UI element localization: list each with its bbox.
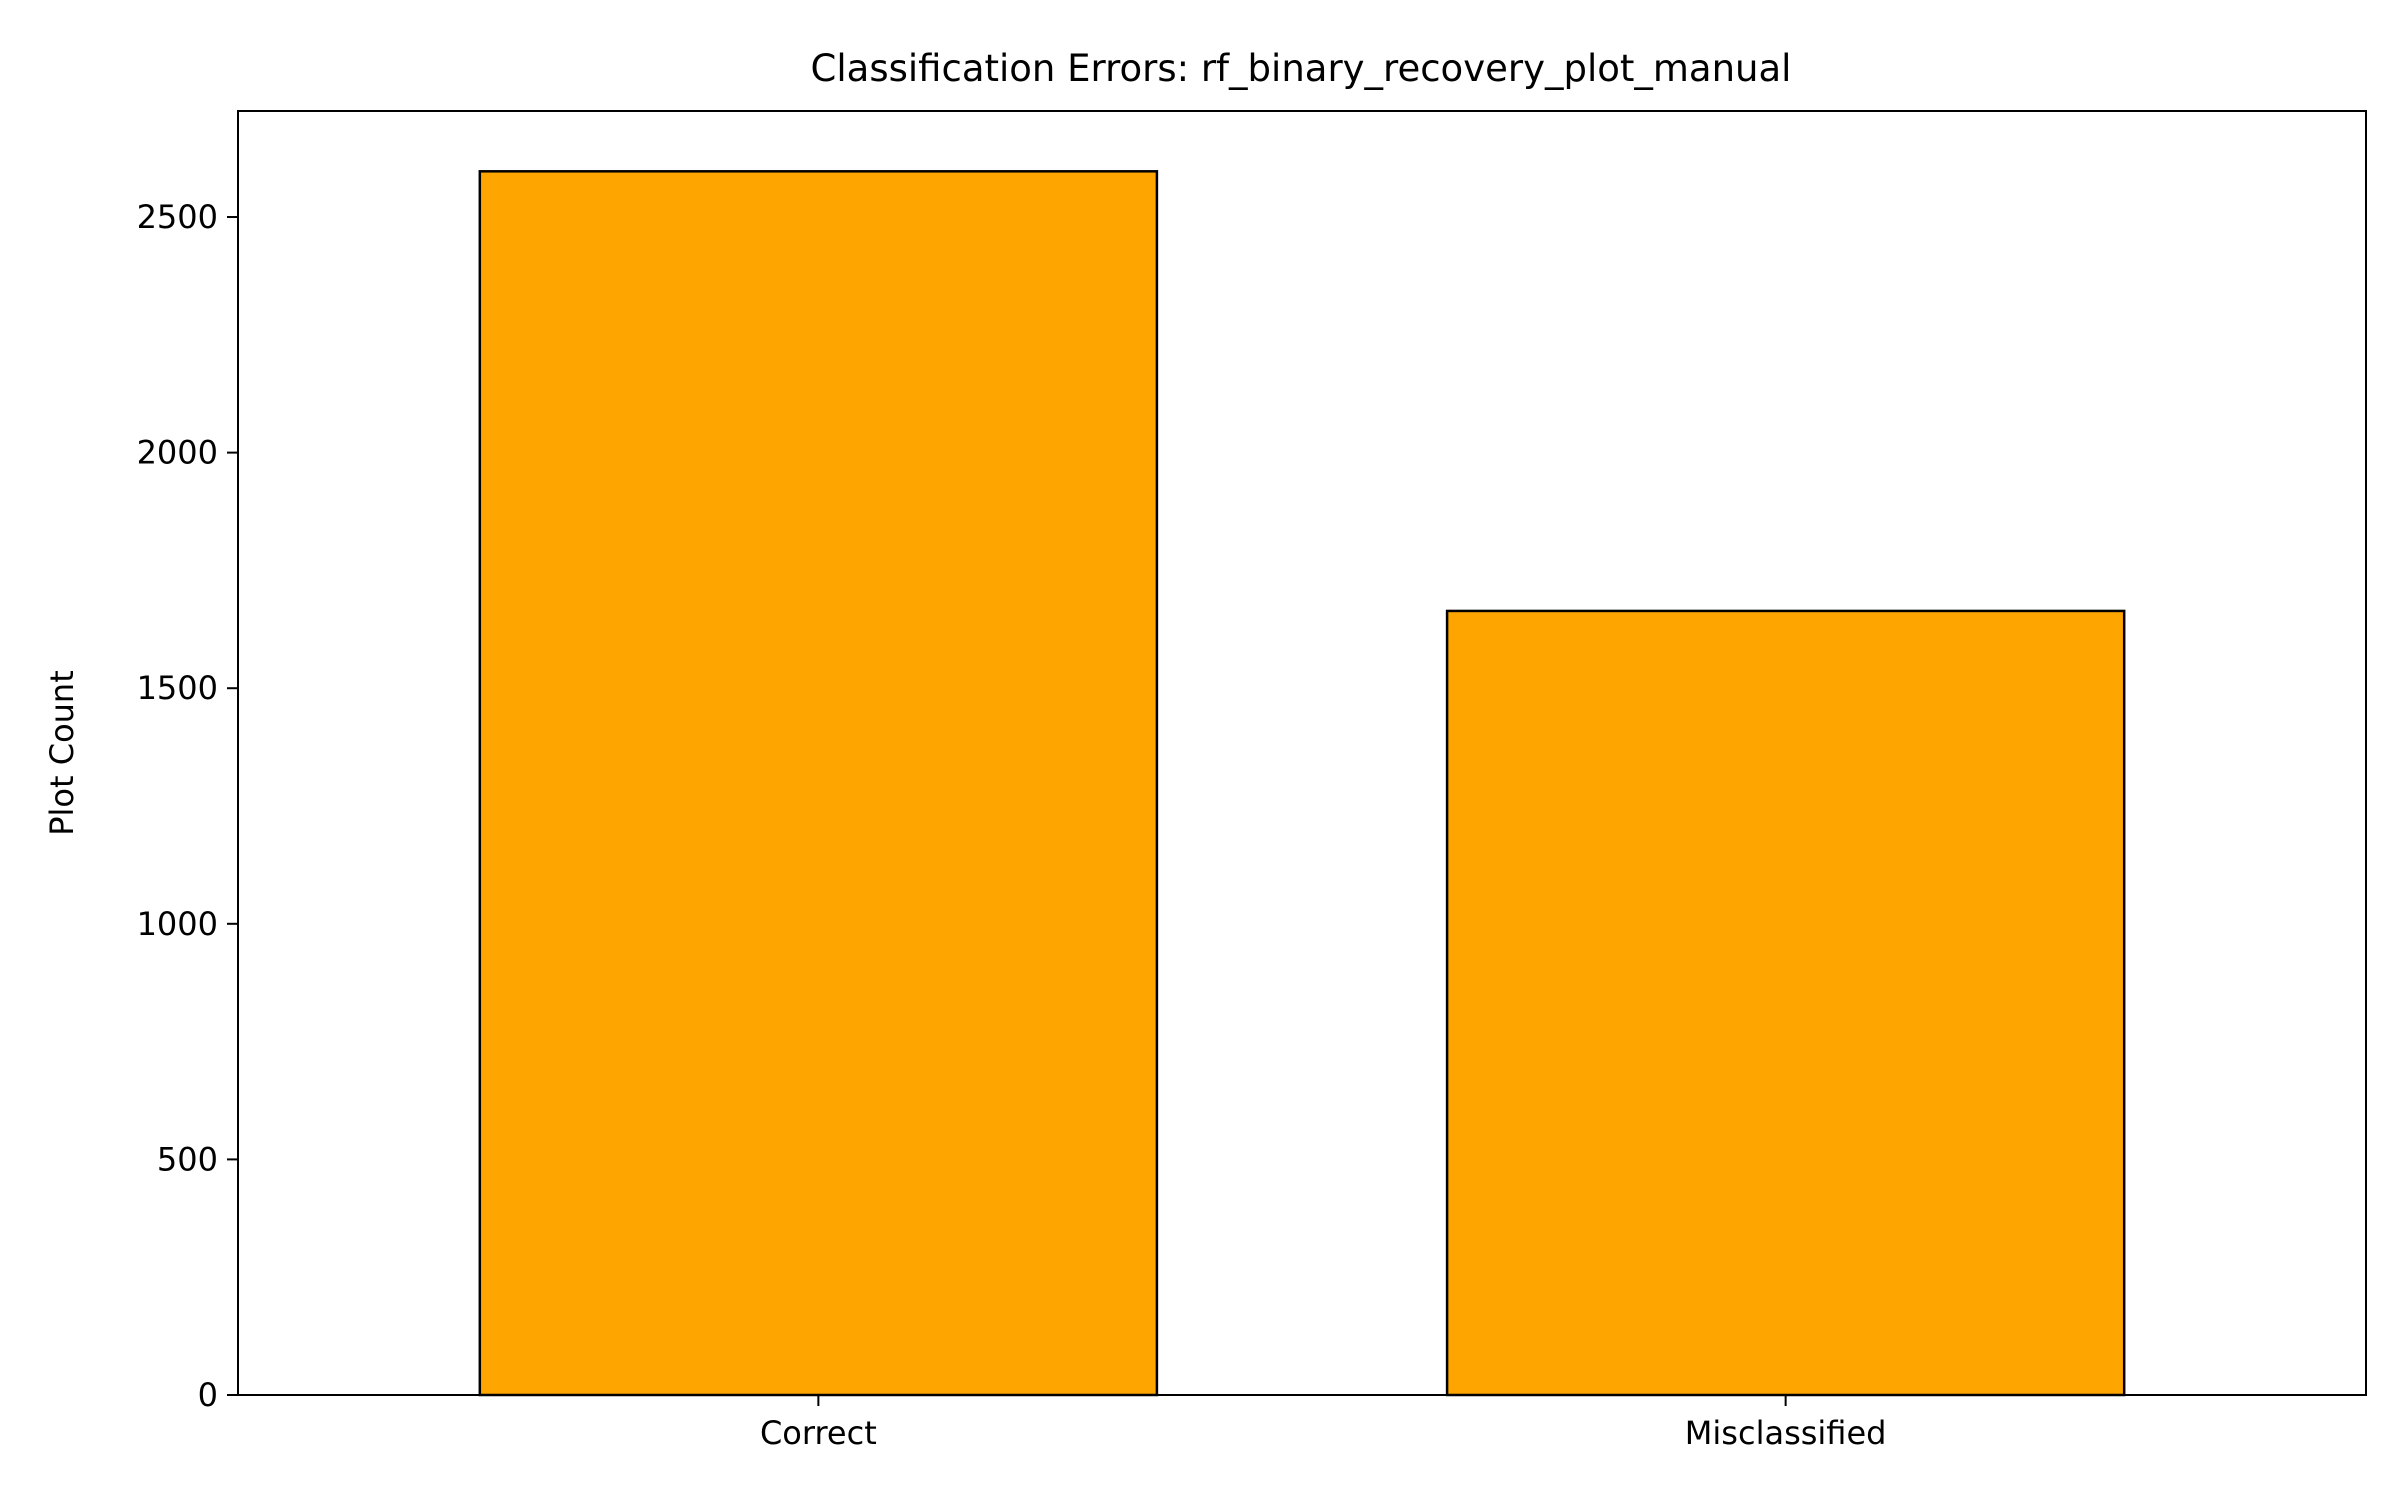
x-tick-label: Misclassified bbox=[1685, 1414, 1887, 1452]
y-axis-label: Plot Count bbox=[43, 670, 81, 836]
bars-group bbox=[478, 170, 2126, 1397]
y-axis-ticks: 0 500 1000 1500 2000 2500 bbox=[137, 198, 238, 1414]
chart-title: Classification Errors: rf_binary_recover… bbox=[811, 47, 1792, 90]
y-tick-label: 2000 bbox=[137, 434, 218, 472]
bar-misclassified bbox=[1445, 609, 2126, 1397]
bar-correct bbox=[478, 170, 1159, 1397]
y-tick-label: 0 bbox=[198, 1376, 218, 1414]
x-tick-label: Correct bbox=[760, 1414, 877, 1452]
x-axis-ticks: Correct Misclassified bbox=[760, 1395, 1886, 1452]
y-tick-label: 1000 bbox=[137, 905, 218, 943]
y-tick-label: 1500 bbox=[137, 669, 218, 707]
plot-area-frame bbox=[237, 110, 2367, 1396]
y-tick-label: 2500 bbox=[137, 198, 218, 236]
y-tick-label: 500 bbox=[157, 1140, 218, 1178]
